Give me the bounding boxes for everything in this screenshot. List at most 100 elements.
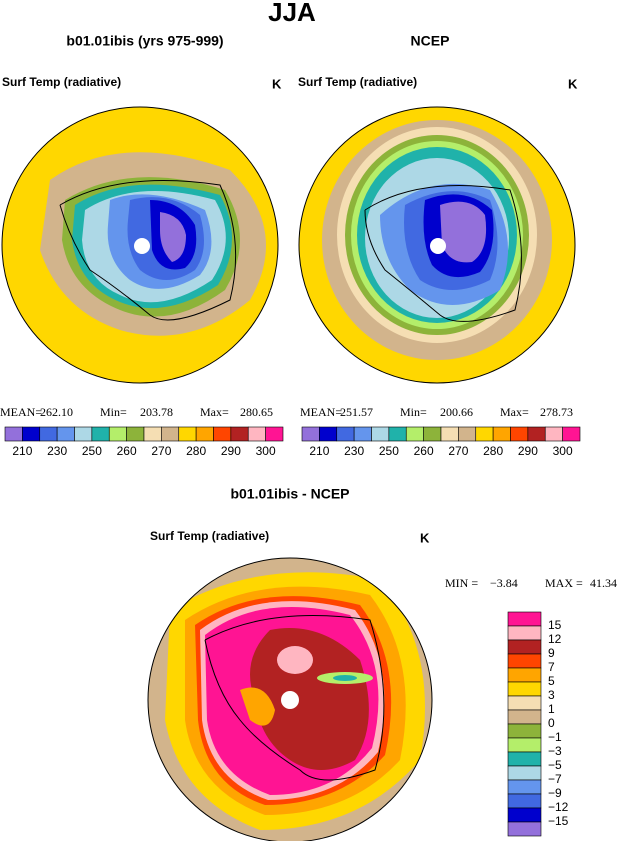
figure-title: JJA — [268, 0, 316, 27]
stat-value: −3.84 — [490, 576, 518, 590]
colorbar-box — [507, 709, 542, 725]
colorbar-box — [405, 426, 424, 442]
stat-label: Min= — [100, 405, 127, 419]
stat-label: MAX = — [545, 576, 583, 590]
colorbar-box — [74, 426, 93, 442]
stat-label: MIN = — [445, 576, 478, 590]
stat-value: 200.66 — [440, 405, 473, 419]
units-label: K — [420, 530, 430, 545]
colorbar-label: 290 — [221, 444, 241, 458]
variable-label: Surf Temp (radiative) — [150, 529, 269, 543]
colorbar-box — [301, 426, 320, 442]
colorbar-box — [143, 426, 162, 442]
colorbar-label: 0 — [548, 716, 555, 730]
stat-label: Max= — [500, 405, 529, 419]
coastline — [204, 615, 385, 781]
colorbar-label: 270 — [151, 444, 171, 458]
panel-title: b01.01ibis - NCEP — [230, 486, 349, 502]
map — [2, 107, 278, 383]
colorbar-label: 9 — [548, 646, 555, 660]
colorbar-label: −3 — [548, 744, 562, 758]
colorbar-label: 1 — [548, 702, 555, 716]
stat-label: MEAN= — [300, 405, 342, 419]
colorbar-box — [247, 426, 266, 442]
colorbar-box — [507, 681, 542, 697]
map-border — [298, 106, 576, 384]
colorbar-box — [440, 426, 459, 442]
colorbar-label: 290 — [518, 444, 538, 458]
colorbar-label: 250 — [379, 444, 399, 458]
stats: MEAN=262.10 Min= 203.78 Max= 280.65 — [0, 405, 273, 419]
colorbar-box — [562, 426, 581, 442]
colorbar-box — [371, 426, 390, 442]
colorbar-box — [507, 821, 542, 837]
colorbar-box — [507, 625, 542, 641]
colorbar-label: 210 — [12, 444, 32, 458]
colorbar-box — [507, 695, 542, 711]
colorbar-box — [336, 426, 355, 442]
coastline — [59, 180, 237, 321]
colorbar-box — [56, 426, 75, 442]
panel-title: NCEP — [411, 33, 450, 49]
panel-title: b01.01ibis (yrs 975-999) — [66, 33, 223, 49]
colorbar-box — [161, 426, 180, 442]
colorbar-label: 7 — [548, 660, 555, 674]
colorbar-box — [230, 426, 249, 442]
map-border — [1, 106, 279, 384]
colorbar-box — [544, 426, 563, 442]
colorbar: 210 230 250 260 270 280 290 300 — [301, 426, 581, 458]
colorbar-box — [108, 426, 127, 442]
colorbar: 210 230 250 260 270 280 290 300 — [4, 426, 284, 458]
colorbar-label: −5 — [548, 758, 562, 772]
colorbar-label: −1 — [548, 730, 562, 744]
coastline — [364, 185, 522, 322]
colorbar-label: 280 — [483, 444, 503, 458]
stat-label: Max= — [200, 405, 229, 419]
colorbar-label: 260 — [414, 444, 434, 458]
colorbar-label: 5 — [548, 674, 555, 688]
colorbar-box — [178, 426, 197, 442]
colorbar-label: 250 — [82, 444, 102, 458]
colorbar-label: 210 — [309, 444, 329, 458]
colorbar-box — [510, 426, 529, 442]
colorbar-box — [507, 737, 542, 753]
colorbar-label: 280 — [186, 444, 206, 458]
colorbar-box — [213, 426, 232, 442]
colorbar-box — [507, 765, 542, 781]
colorbar-box — [319, 426, 338, 442]
colorbar-box — [39, 426, 58, 442]
colorbar-box — [507, 807, 542, 823]
colorbar-label: 270 — [448, 444, 468, 458]
colorbar-label: 300 — [553, 444, 573, 458]
map — [148, 558, 432, 841]
stats: MEAN=251.57 Min= 200.66 Max= 278.73 — [300, 405, 573, 419]
colorbar-label: 230 — [344, 444, 364, 458]
colorbar-label: 15 — [548, 618, 562, 632]
colorbar-label: −9 — [548, 786, 562, 800]
map-border — [147, 557, 433, 841]
stat-label: MEAN= — [0, 405, 42, 419]
units-label: K — [568, 76, 578, 91]
colorbar-box — [353, 426, 372, 442]
colorbar-label: 230 — [47, 444, 67, 458]
colorbar-box — [507, 653, 542, 669]
colorbar-box — [195, 426, 214, 442]
colorbar-box — [475, 426, 494, 442]
stat-value: 203.78 — [140, 405, 173, 419]
stat-value: 280.65 — [240, 405, 273, 419]
stats: MIN = −3.84 MAX = 41.34 — [445, 576, 617, 590]
colorbar-box — [507, 723, 542, 739]
colorbar-box — [4, 426, 23, 442]
colorbar-label: 3 — [548, 688, 555, 702]
colorbar-box — [388, 426, 407, 442]
colorbar-box — [507, 779, 542, 795]
colorbar-label: −7 — [548, 772, 562, 786]
colorbar-box — [126, 426, 145, 442]
colorbar-box — [423, 426, 442, 442]
colorbar-box — [507, 611, 542, 627]
colorbar-box — [91, 426, 110, 442]
colorbar-label: 260 — [117, 444, 137, 458]
colorbar-box — [492, 426, 511, 442]
